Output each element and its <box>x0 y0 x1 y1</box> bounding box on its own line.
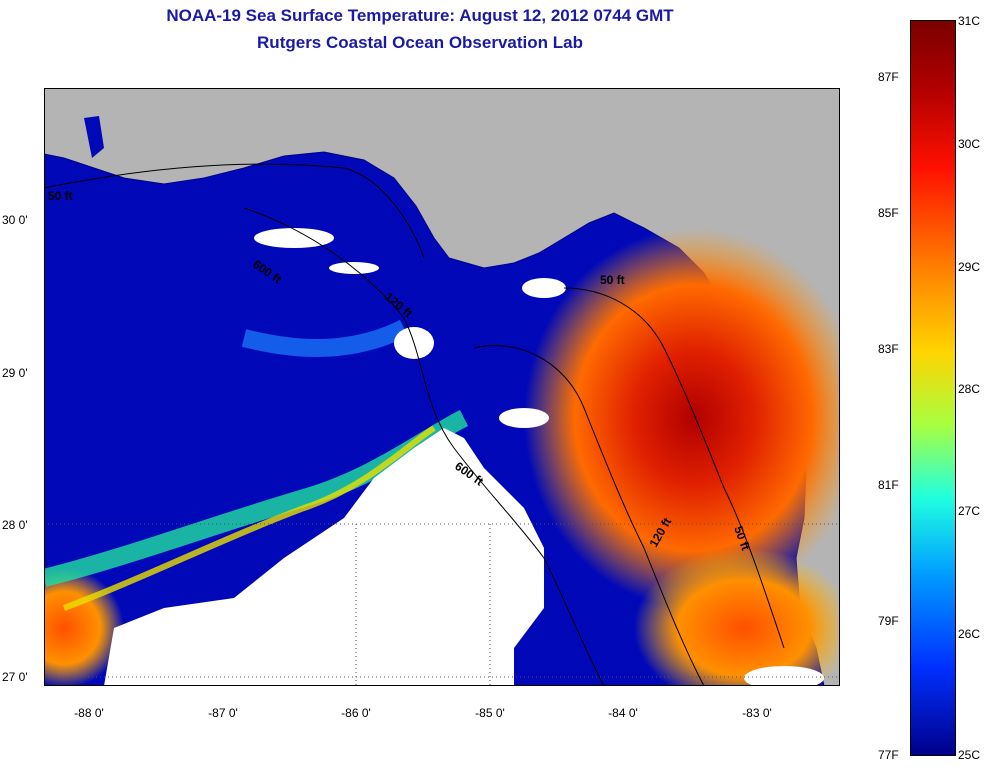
celsius-label: 28C <box>958 382 981 396</box>
map-subtitle: Rutgers Coastal Ocean Observation Lab <box>257 33 583 52</box>
fahrenheit-label: 85F <box>878 206 899 220</box>
lon-label: -84 0' <box>608 706 638 720</box>
fahrenheit-label: 77F <box>878 748 899 762</box>
celsius-label: 30C <box>958 137 981 151</box>
cloud-5 <box>499 408 549 428</box>
bathymetry-contours <box>44 163 785 686</box>
cloud-south <box>104 428 544 686</box>
fahrenheit-label: 81F <box>878 478 899 492</box>
warm-core <box>524 228 840 608</box>
lon-label: -85 0' <box>475 706 505 720</box>
celsius-label: 26C <box>958 627 981 641</box>
contour-label: 50 ft <box>600 273 625 287</box>
cloud-6 <box>744 666 824 686</box>
band-cool <box>44 409 469 587</box>
lat-label: 27 0' <box>2 670 28 684</box>
contour-label: 50 ft <box>48 189 73 203</box>
lon-label: -83 0' <box>742 706 772 720</box>
lon-label: -86 0' <box>341 706 371 720</box>
celsius-label: 31C <box>958 14 981 28</box>
warm-sw <box>44 568 124 686</box>
sst-map: 50 ft 120 ft 600 ft 600 ft 50 ft 120 ft … <box>44 88 840 686</box>
cloud-3 <box>254 228 334 248</box>
lat-lon-grid <box>44 523 840 686</box>
lat-label: 28 0' <box>2 518 28 532</box>
lon-label: -88 0' <box>74 706 104 720</box>
fahrenheit-label: 87F <box>878 70 899 84</box>
warm-south <box>634 548 840 686</box>
celsius-label: 25C <box>958 748 981 762</box>
fahrenheit-label: 83F <box>878 342 899 356</box>
band-yellow <box>62 425 436 611</box>
celsius-label: 27C <box>958 504 981 518</box>
temperature-colorbar <box>910 20 956 756</box>
fahrenheit-label: 79F <box>878 614 899 628</box>
lon-label: -87 0' <box>208 706 238 720</box>
celsius-label: 29C <box>958 260 981 274</box>
cloud-2 <box>522 278 566 298</box>
map-frame <box>44 88 840 686</box>
band-mid <box>241 319 409 357</box>
lat-label: 29 0' <box>2 366 28 380</box>
lat-label: 30 0' <box>2 213 28 227</box>
land-bay <box>84 116 104 158</box>
map-title: NOAA-19 Sea Surface Temperature: August … <box>166 6 674 25</box>
